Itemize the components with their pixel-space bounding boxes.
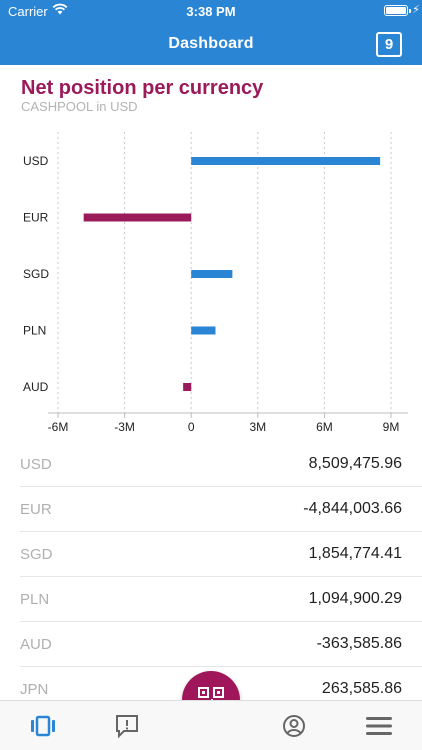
list-item-aud[interactable]: AUD -363,585.86 [20,622,422,667]
currency-code: PLN [20,591,50,608]
category-label: USD [23,154,49,168]
currency-amount: 263,585.86 [321,680,402,697]
status-bar: Carrier 3:38 PM ⚡ [0,0,422,22]
list-item-usd[interactable]: USD 8,509,475.96 [20,442,422,487]
page-title: Dashboard [168,35,254,52]
currency-amount: 8,509,475.96 [308,455,402,472]
list-item-sgd[interactable]: SGD 1,854,774.41 [20,532,422,577]
status-time: 3:38 PM [186,4,236,19]
tab-bar [0,700,422,750]
currency-amount: -4,844,003.66 [303,500,402,517]
list-item-pln[interactable]: PLN 1,094,900.29 [20,577,422,622]
currency-code: SGD [20,546,53,563]
tab-messages-alert-icon[interactable] [113,713,141,739]
currency-amount: 1,094,900.29 [308,590,402,607]
bar-usd [191,157,381,165]
tab-menu-hamburger-icon[interactable] [365,713,393,739]
tab-profile-user-circle-icon[interactable] [280,713,308,739]
currency-code: USD [20,456,52,473]
tab-dashboard-cards-icon[interactable] [29,713,57,739]
bar-sgd [191,270,233,278]
bar-aud [183,383,192,391]
x-tick-label: -3M [114,420,135,434]
currency-amount: -363,585.86 [316,635,402,652]
x-tick-label: 6M [316,420,333,434]
category-label: SGD [23,267,49,281]
x-tick-label: 9M [383,420,400,434]
battery-icon [384,5,411,16]
currency-amount: 1,854,774.41 [308,545,402,562]
x-tick-label: 3M [249,420,266,434]
wifi-icon [52,3,68,15]
chart-subtitle: CASHPOOL in USD [21,99,138,114]
currency-code: EUR [20,501,52,518]
bar-eur [83,213,192,222]
x-tick-label: -6M [48,420,69,434]
chart-title: Net position per currency [21,77,264,99]
bar-pln [191,326,216,335]
currency-code: JPN [20,681,49,698]
category-label: AUD [23,380,49,394]
carrier-label: Carrier [8,4,48,19]
list-item-eur[interactable]: EUR -4,844,003.66 [20,487,422,532]
currency-list: USD 8,509,475.96 EUR -4,844,003.66 SGD 1,854,… [20,442,422,712]
category-label: EUR [23,211,49,225]
charging-icon: ⚡ [412,4,420,16]
currency-code: AUD [20,636,52,653]
category-label: PLN [23,324,46,338]
x-tick-label: 0 [188,420,195,434]
top-bar: Carrier 3:38 PM ⚡ Dashboard 9 [0,0,422,65]
notification-badge-button[interactable]: 9 [376,32,402,57]
net-position-chart: -6M -3M 0 3M 6M 9M USD EUR SGD PLN AUD [23,132,408,434]
